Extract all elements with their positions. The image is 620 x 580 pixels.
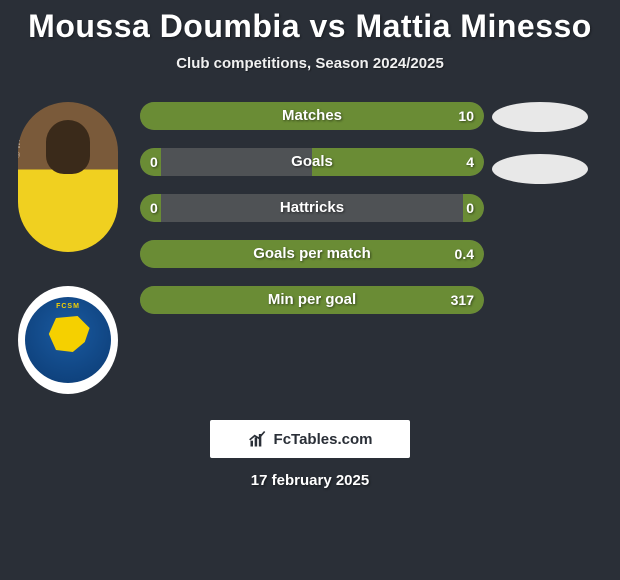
club-lion-icon xyxy=(44,314,92,354)
stats-table: Matches100Goals40Hattricks0Goals per mat… xyxy=(140,102,484,332)
stat-row: Matches10 xyxy=(140,102,484,130)
stat-label: Goals per match xyxy=(140,240,484,268)
stat-label: Hattricks xyxy=(140,194,484,222)
club-badge: FCSM xyxy=(18,286,118,394)
stat-right-value: 4 xyxy=(466,148,474,176)
opponent-placeholder-column xyxy=(492,102,602,206)
stat-label: Matches xyxy=(140,102,484,130)
page-subtitle: Club competitions, Season 2024/2025 xyxy=(0,55,620,72)
stat-label: Min per goal xyxy=(140,286,484,314)
club-badge-inner: FCSM xyxy=(25,297,111,383)
stat-row: Min per goal317 xyxy=(140,286,484,314)
chart-icon xyxy=(248,429,268,449)
footer-date: 17 february 2025 xyxy=(0,472,620,489)
stat-right-value: 0 xyxy=(466,194,474,222)
opponent-placeholder xyxy=(492,154,588,184)
stat-label: Goals xyxy=(140,148,484,176)
footer-logo: FcTables.com xyxy=(210,420,410,458)
opponent-placeholder xyxy=(492,102,588,132)
stat-row: Goals per match0.4 xyxy=(140,240,484,268)
stat-row: 0Goals4 xyxy=(140,148,484,176)
player-photo: © www.itu xyxy=(18,102,118,252)
stat-right-value: 317 xyxy=(451,286,474,314)
club-badge-text: FCSM xyxy=(56,303,80,310)
stat-row: 0Hattricks0 xyxy=(140,194,484,222)
page-title: Moussa Doumbia vs Mattia Minesso xyxy=(0,0,620,45)
photo-watermark: © www.itu xyxy=(18,118,22,158)
footer-logo-text: FcTables.com xyxy=(274,431,373,448)
stat-right-value: 10 xyxy=(458,102,474,130)
stat-right-value: 0.4 xyxy=(455,240,474,268)
